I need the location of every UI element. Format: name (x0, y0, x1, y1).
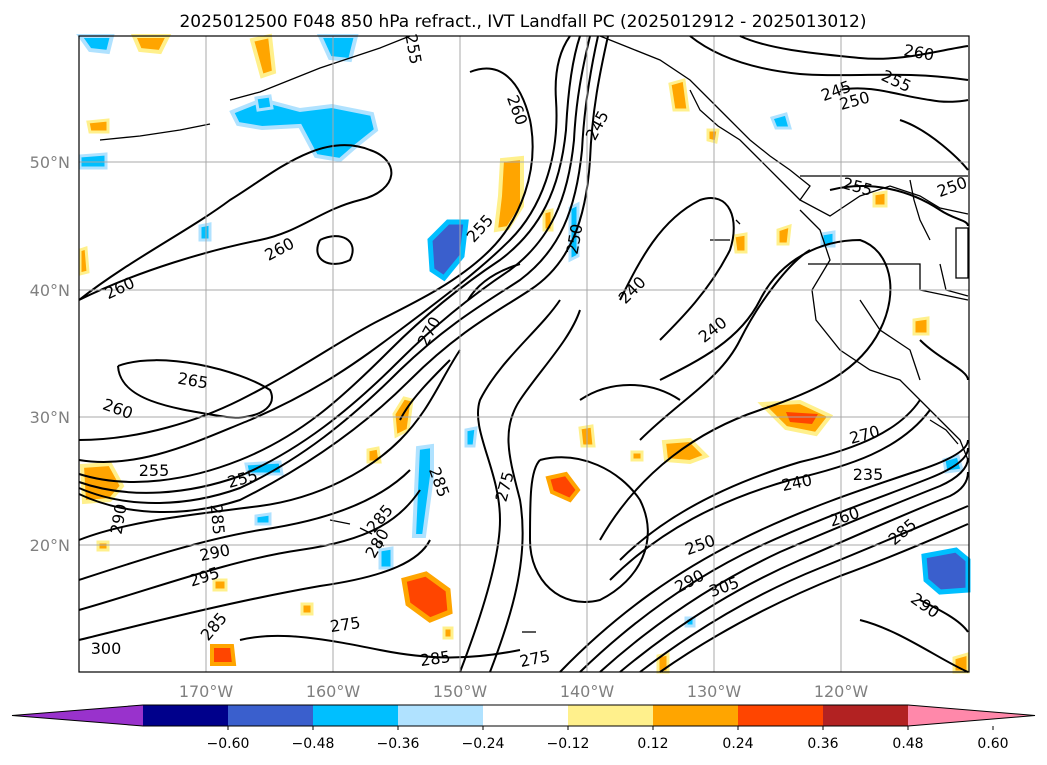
colorbar-bin (228, 705, 313, 726)
colorbar-bin (653, 705, 738, 726)
colorbar-bin (483, 705, 568, 726)
colorbar-bin (398, 705, 483, 726)
map-panel: 260 260 265 260 255 255 290 285 290 295 … (76, 32, 971, 674)
colorbar-tick-label: −0.24 (462, 736, 505, 752)
lon-label-130w: 130°W (687, 682, 742, 701)
lon-label-160w: 160°W (306, 682, 361, 701)
colorbar-outline (11, 704, 1036, 727)
lat-label-20n: 20°N (30, 536, 70, 555)
contour-label: 275 (329, 613, 362, 636)
colorbar-tick-label: 0.24 (722, 736, 753, 752)
colorbar-tick-label: 0.12 (637, 736, 668, 752)
contour-label: 255 (139, 461, 170, 480)
contour-label: 235 (853, 465, 884, 484)
colorbar-tick-label: −0.48 (292, 736, 335, 752)
latitude-labels: 50°N 40°N 30°N 20°N (30, 153, 70, 555)
colorbar-tick-label: −0.60 (207, 736, 250, 752)
coastline-layer (99, 35, 969, 633)
contour-label: 300 (91, 639, 122, 658)
colorbar-tick-label: 0.60 (977, 736, 1008, 752)
colorbar-bin (313, 705, 398, 726)
lat-label-40n: 40°N (30, 281, 70, 300)
colorbar-extend-high (908, 705, 1035, 726)
colorbar-extend-low (12, 705, 143, 726)
contour-label: 285 (419, 647, 452, 670)
map-frame (78, 35, 970, 673)
colorbar-tick-label: 0.36 (807, 736, 838, 752)
colorbar-bin (823, 705, 908, 726)
gridlines (79, 36, 969, 672)
shading-layer (76, 33, 971, 674)
contour-layer (78, 35, 969, 673)
map-title: 2025012500 F048 850 hPa refract., IVT La… (179, 12, 866, 32)
colorbar-bin (738, 705, 823, 726)
colorbar-bin (143, 705, 228, 726)
contour-label: 285 (207, 503, 229, 535)
colorbar: −0.60 −0.48 −0.36 −0.24 −0.12 0.12 0.24 0.36 0.4… (11, 704, 1036, 752)
colorbar-tick-label: −0.12 (547, 736, 590, 752)
colorbar-bin (568, 705, 653, 726)
colorbar-tick-label: 0.48 (892, 736, 923, 752)
lon-label-150w: 150°W (433, 682, 488, 701)
longitude-labels: 170°W 160°W 150°W 140°W 130°W 120°W (179, 682, 869, 701)
colorbar-tick-label: −0.36 (377, 736, 420, 752)
lon-label-170w: 170°W (179, 682, 234, 701)
lat-label-30n: 30°N (30, 408, 70, 427)
lon-label-120w: 120°W (814, 682, 869, 701)
lat-label-50n: 50°N (30, 153, 70, 172)
lon-label-140w: 140°W (560, 682, 615, 701)
